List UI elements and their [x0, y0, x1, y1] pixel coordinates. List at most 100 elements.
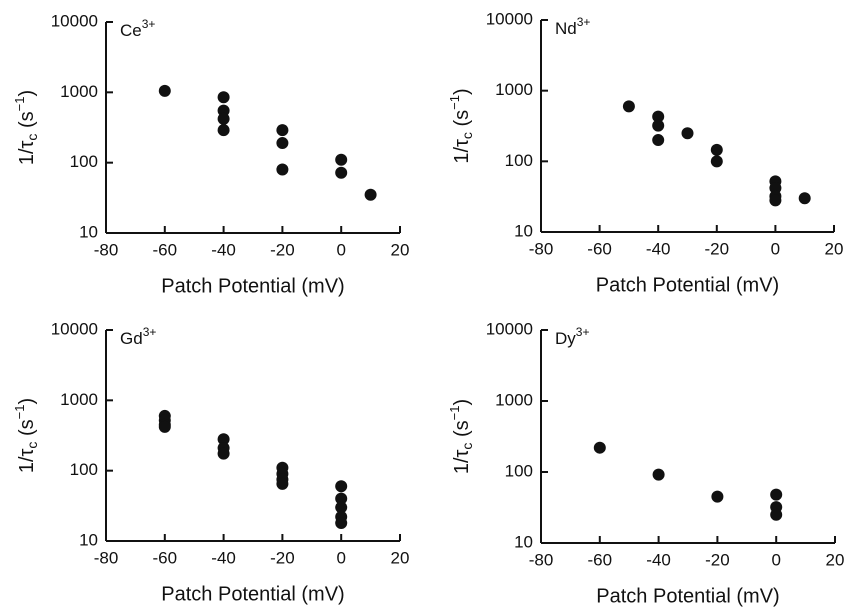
y-tick-label: 10000	[51, 11, 98, 30]
y-label-main: 1/τ	[16, 140, 38, 165]
y-tick-label: 100	[505, 151, 533, 170]
point	[770, 488, 783, 501]
y-label-close: )	[16, 398, 38, 405]
x-tick-label: 20	[391, 548, 410, 567]
point	[217, 433, 230, 446]
x-tick-label: -60	[153, 240, 178, 259]
x-tick-label: -60	[587, 239, 612, 258]
point	[770, 508, 783, 521]
point	[710, 143, 723, 156]
point	[217, 447, 230, 460]
x-tick-label: 0	[771, 239, 780, 258]
y-label-sub: c	[24, 134, 40, 141]
y-label-sub: c	[24, 442, 40, 449]
point	[681, 127, 694, 140]
y-label-unit: (s	[16, 419, 38, 441]
panel-label: Ce3+	[120, 17, 155, 40]
point	[217, 112, 230, 125]
y-axis-label: 1/τc (s−1)	[447, 88, 474, 163]
point	[769, 194, 782, 207]
x-tick-label: -80	[94, 548, 119, 567]
point	[335, 153, 348, 166]
panel-label-charge: 3+	[577, 15, 591, 29]
point	[593, 441, 606, 454]
y-label-sub: c	[459, 443, 475, 450]
panel-label: Nd3+	[555, 15, 590, 38]
y-tick-label: 10	[79, 222, 98, 241]
point	[158, 420, 171, 433]
point	[652, 119, 665, 132]
x-tick-label: -20	[270, 240, 295, 259]
x-tick-label: -60	[153, 548, 178, 567]
x-tick-label: -80	[94, 240, 119, 259]
y-tick-label: 1000	[495, 80, 533, 99]
point	[335, 501, 348, 514]
y-label-close: )	[451, 399, 473, 406]
y-label-sup: −1	[12, 405, 27, 420]
x-axis-label: Patch Potential (mV)	[596, 274, 779, 296]
point	[335, 480, 348, 493]
panel-label: Gd3+	[120, 325, 156, 348]
panel-label-charge: 3+	[143, 325, 157, 339]
y-tick-label: 1000	[60, 390, 98, 409]
x-tick-label: -80	[529, 239, 554, 258]
point	[217, 91, 230, 104]
y-tick-label: 1000	[495, 390, 533, 409]
point	[276, 477, 289, 490]
point	[711, 490, 724, 503]
x-tick-label: 20	[391, 240, 410, 259]
point	[769, 181, 782, 194]
x-tick-label: -40	[646, 550, 671, 569]
panel-label-ion: Nd	[555, 19, 577, 38]
x-tick-label: 20	[825, 239, 844, 258]
x-tick-label: -40	[646, 239, 671, 258]
panel-label-ion: Ce	[120, 21, 142, 40]
y-label-sup: −1	[447, 406, 462, 421]
y-tick-label: 10000	[51, 319, 98, 338]
y-tick-label: 1000	[60, 82, 98, 101]
panel-label-ion: Gd	[120, 329, 143, 348]
y-label-main: 1/τ	[16, 448, 38, 473]
y-tick-label: 10	[79, 530, 98, 549]
point	[217, 104, 230, 117]
y-label-main: 1/τ	[451, 449, 473, 474]
x-axis-label: Patch Potential (mV)	[596, 585, 779, 607]
panel-label-charge: 3+	[576, 325, 590, 339]
y-label-unit: (s	[16, 111, 38, 133]
y-tick-label: 100	[70, 460, 98, 479]
x-tick-label: -80	[529, 550, 554, 569]
y-tick-label: 100	[505, 461, 533, 480]
point	[710, 155, 723, 168]
y-label-close: )	[16, 90, 38, 97]
point	[276, 124, 289, 137]
point	[622, 100, 635, 113]
y-label-sub: c	[459, 132, 475, 139]
point	[158, 84, 171, 97]
panel-label-ion: Dy	[555, 329, 576, 348]
x-axis-label: Patch Potential (mV)	[161, 583, 344, 605]
y-tick-label: 10000	[486, 9, 533, 28]
y-label-main: 1/τ	[451, 139, 473, 164]
x-tick-label: -20	[705, 239, 730, 258]
point	[798, 192, 811, 205]
y-label-sup: −1	[12, 97, 27, 112]
y-axis-label: 1/τc (s−1)	[12, 398, 39, 473]
x-tick-label: -20	[705, 550, 730, 569]
point	[335, 492, 348, 505]
y-tick-label: 100	[70, 152, 98, 171]
y-label-sup: −1	[447, 95, 462, 110]
y-axis-label: 1/τc (s−1)	[12, 90, 39, 165]
x-tick-label: -40	[211, 240, 236, 259]
x-tick-label: -20	[270, 548, 295, 567]
x-tick-label: -40	[211, 548, 236, 567]
panel-label-charge: 3+	[142, 17, 156, 31]
point	[652, 468, 665, 481]
panel-label: Dy3+	[555, 325, 589, 348]
point	[276, 137, 289, 150]
y-tick-label: 10000	[486, 319, 533, 338]
x-tick-label: 0	[336, 240, 345, 259]
y-tick-label: 10	[514, 532, 533, 551]
point	[652, 134, 665, 147]
y-axis-label: 1/τc (s−1)	[447, 399, 474, 474]
